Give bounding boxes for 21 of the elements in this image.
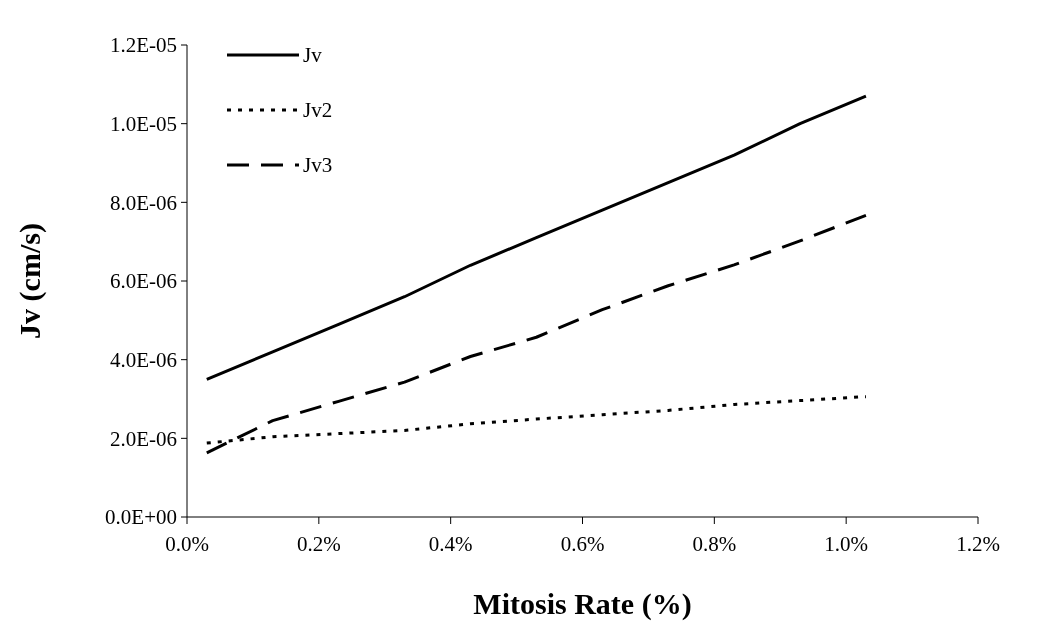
line-series (205, 94, 868, 381)
y-tick-label: 8.0E-06 (109, 190, 177, 215)
x-tick-label: 0.4% (428, 532, 473, 556)
y-tick-label: 0.0E+00 (105, 505, 177, 530)
x-tick-label: 0.0% (165, 532, 209, 556)
x-tick-label: 1.0% (824, 532, 869, 556)
x-tick-label: 1.2% (956, 532, 1000, 556)
y-axis-title: Jv (cm/s) (13, 223, 47, 339)
legend-label: Jv (303, 43, 323, 68)
x-tick-label: 0.8% (692, 532, 737, 556)
x-tick-label: 0.6% (560, 532, 605, 556)
legend-label: Jv3 (303, 153, 333, 178)
line-series (205, 213, 868, 455)
x-tick-label: 0.2% (296, 532, 341, 556)
legend-label: Jv2 (303, 98, 333, 123)
y-tick-label: 6.0E-06 (109, 269, 177, 294)
y-tick-label: 2.0E-06 (109, 426, 177, 451)
y-tick-label: 1.2E-05 (109, 33, 177, 58)
x-axis-title: Mitosis Rate (%) (473, 587, 692, 621)
y-tick-label: 4.0E-06 (109, 348, 177, 373)
y-tick-label: 1.0E-05 (109, 112, 177, 137)
